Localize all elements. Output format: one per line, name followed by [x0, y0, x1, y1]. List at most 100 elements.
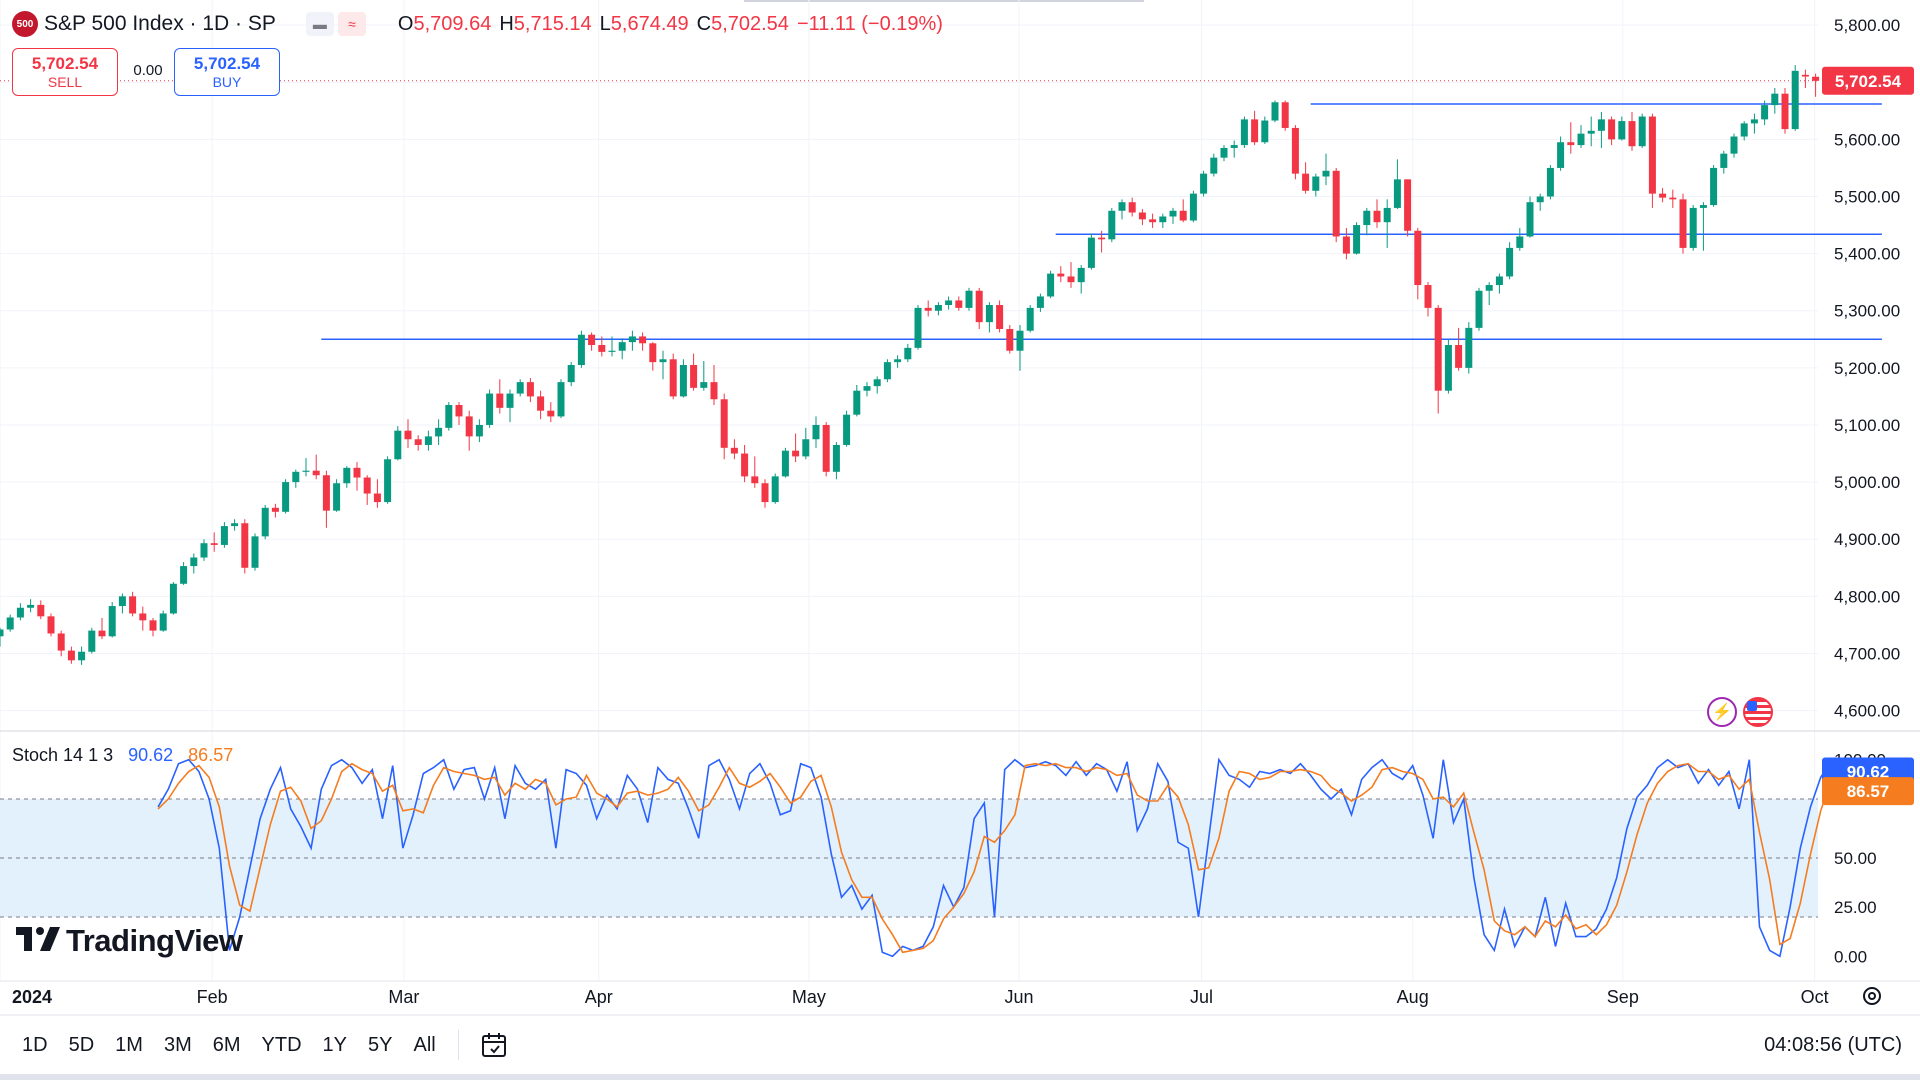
candle-body	[261, 507, 269, 537]
candle-body	[1536, 196, 1544, 203]
candle-body	[1373, 210, 1381, 223]
candle-body	[832, 444, 840, 472]
candle-body	[618, 342, 626, 351]
candle-body	[1761, 105, 1769, 120]
candle-body	[924, 307, 932, 311]
candle-body	[1393, 179, 1401, 208]
candle-body	[914, 307, 922, 348]
candle-body	[1342, 236, 1350, 254]
sell-label: SELL	[47, 74, 83, 90]
chart-canvas[interactable]: 5,800.005,700.005,600.005,500.005,400.00…	[0, 0, 1920, 1016]
candle-body	[1699, 205, 1707, 208]
price-tick-label: 5,200.00	[1834, 359, 1900, 378]
candle-body	[1271, 102, 1279, 121]
price-tick-label: 5,800.00	[1834, 16, 1900, 35]
toolbar-edge	[744, 0, 1144, 2]
candle-body	[180, 566, 188, 584]
settings-gear-icon[interactable]	[1860, 984, 1884, 1008]
candle-body	[1771, 93, 1779, 106]
candle-body	[1669, 197, 1677, 200]
time-tick-label: Apr	[585, 987, 613, 1007]
symbol-logo[interactable]: 500	[12, 11, 38, 37]
last-price-tag: 5,702.54	[1835, 72, 1902, 91]
stoch-series	[157, 757, 1873, 958]
open-value: 5,709.64	[413, 12, 492, 35]
candle-body	[98, 630, 106, 637]
stoch-d-line	[157, 762, 1873, 954]
buy-button[interactable]: 5,702.54 BUY	[174, 48, 280, 96]
candle-body	[129, 596, 137, 614]
candle-body	[1067, 276, 1075, 283]
candle-body	[108, 606, 116, 637]
timeframe-1d[interactable]: 1D	[22, 1033, 48, 1056]
candle-body	[628, 336, 636, 343]
timeframe-5y[interactable]: 5Y	[368, 1033, 393, 1056]
timeframe-6m[interactable]: 6M	[212, 1033, 241, 1056]
candle-body	[822, 424, 830, 472]
candle-body	[1189, 193, 1197, 221]
price-tick-label: 5,000.00	[1834, 473, 1900, 492]
candle-body	[996, 305, 1004, 330]
timeframe-3m[interactable]: 3M	[163, 1033, 192, 1056]
candle-body	[363, 477, 371, 494]
tradingview-logo[interactable]: TradingView	[16, 922, 243, 959]
candle-body	[149, 620, 157, 631]
us-flag-icon[interactable]	[1743, 697, 1773, 727]
candle-body	[547, 410, 555, 417]
high-label: H	[499, 12, 514, 35]
time-axis: 2024 Feb Mar Apr May Jun Jul Aug Sep Oct	[12, 987, 1829, 1007]
stoch-legend[interactable]: Stoch 14 1 3 90.62 86.57	[12, 745, 233, 766]
candle-body	[47, 616, 55, 634]
candle-body	[27, 604, 35, 608]
timeframe-all[interactable]: All	[413, 1033, 436, 1056]
timeframe-5d[interactable]: 5D	[68, 1033, 95, 1056]
candle-body	[88, 630, 96, 652]
candle-body	[1638, 116, 1646, 147]
candle-body	[1006, 329, 1014, 351]
candle-body	[1098, 237, 1106, 240]
high-value: 5,715.14	[513, 12, 592, 35]
candle-body	[1404, 179, 1412, 231]
candle-body	[1047, 273, 1055, 297]
open-label: O	[397, 12, 414, 35]
candle-body	[965, 290, 973, 308]
sell-price: 5,702.54	[31, 54, 99, 73]
candle-body	[1557, 142, 1565, 168]
candle-body	[1608, 119, 1616, 140]
event-icons: ⚡	[1707, 697, 1773, 727]
candle-body	[659, 359, 667, 363]
candle-body	[690, 365, 698, 388]
minus-icon[interactable]: ▬	[305, 12, 334, 36]
symbol-title[interactable]: S&P 500 Index · 1D · SP	[44, 12, 276, 35]
candle-body	[985, 305, 993, 323]
candle-body	[1791, 70, 1799, 130]
candle-body	[1353, 225, 1361, 254]
candle-body	[771, 476, 779, 503]
candle-body	[1781, 93, 1789, 130]
candle-body	[210, 543, 218, 545]
candle-body	[333, 483, 341, 511]
clock[interactable]: 04:08:56 (UTC)	[1764, 1033, 1902, 1056]
lightning-icon[interactable]: ⚡	[1707, 697, 1737, 727]
wave-icon[interactable]: ≈	[337, 12, 366, 36]
timeframe-1m[interactable]: 1M	[115, 1033, 143, 1056]
candle-body	[516, 382, 524, 394]
candle-body	[1577, 133, 1585, 146]
calendar-icon[interactable]	[479, 1030, 509, 1060]
sell-button[interactable]: 5,702.54 SELL	[12, 48, 118, 96]
candle-body	[1312, 176, 1320, 191]
candle-body	[302, 470, 310, 472]
legend-bar: 500 S&P 500 Index · 1D · SP ▬ ≈ O 5,709.6…	[12, 10, 943, 38]
candle-body	[577, 334, 585, 365]
candle-body	[1730, 136, 1738, 154]
candle-body	[67, 650, 75, 661]
candle-body	[751, 476, 759, 484]
timeframe-ytd[interactable]: YTD	[261, 1033, 302, 1056]
candle-body	[1812, 76, 1820, 81]
stoch-k-tag: 90.62	[1847, 763, 1890, 782]
candle-body	[1179, 210, 1187, 221]
timeframe-1y[interactable]: 1Y	[322, 1033, 348, 1056]
time-tick-label: 2024	[12, 987, 52, 1007]
